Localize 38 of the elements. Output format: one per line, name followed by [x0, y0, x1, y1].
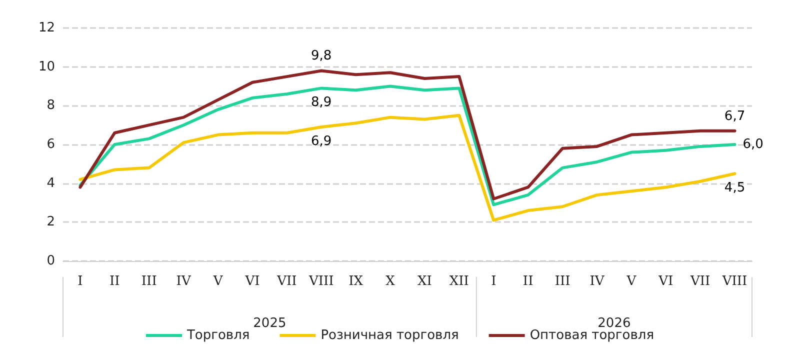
y-tick-label: 2 — [46, 214, 55, 230]
x-tick-label: VI — [244, 274, 260, 289]
x-tick-label: V — [212, 274, 224, 289]
x-tick-label: IV — [590, 274, 605, 289]
x-tick-label: VII — [276, 274, 297, 289]
x-tick-label: III — [141, 274, 157, 289]
x-tick-label: I — [491, 274, 496, 289]
data-label: 6,7 — [724, 108, 746, 124]
data-label: 6,9 — [311, 134, 332, 150]
y-tick-label: 6 — [46, 137, 55, 152]
x-tick-label: IV — [176, 274, 192, 289]
data-label: 8,9 — [311, 95, 332, 110]
data-label: 4,5 — [724, 180, 746, 196]
x-tick-label: II — [110, 274, 120, 289]
y-tick-label: 4 — [46, 176, 55, 191]
text: 2025 — [253, 316, 286, 331]
x-tick-label: VII — [689, 274, 710, 289]
x-tick-label: XI — [418, 274, 432, 289]
data-label: 9,8 — [311, 48, 332, 64]
y-tick-label: 0 — [46, 254, 55, 268]
x-tick-label: VIII — [721, 274, 748, 289]
legend-label: Розничная торговля — [320, 328, 459, 343]
legend-label: Оптовая торговля — [530, 328, 654, 343]
x-tick-label: V — [626, 274, 637, 289]
x-tick-label: VI — [658, 274, 674, 289]
x-tick-label: IX — [348, 274, 364, 289]
legend-label: Торговля — [186, 328, 250, 343]
data-label: 6,0 — [742, 137, 764, 152]
x-tick-label: XII — [449, 274, 469, 289]
y-tick-label: 10 — [38, 59, 55, 74]
y-tick-label: 8 — [46, 98, 55, 114]
x-tick-label: III — [554, 274, 570, 289]
y-tick-label: 12 — [38, 20, 55, 36]
x-tick-label: X — [386, 274, 396, 289]
x-tick-label: VIII — [308, 274, 334, 289]
text: 2026 — [598, 316, 631, 331]
x-tick-label: II — [522, 274, 534, 289]
x-tick-label: I — [78, 274, 83, 289]
